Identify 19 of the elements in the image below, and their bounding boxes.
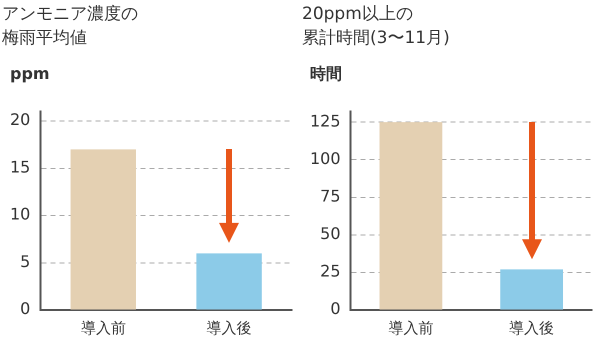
y-axis-title: 時間 [310, 64, 342, 85]
y-tick-label: 0 [20, 299, 30, 318]
x-tick-label: 導入前 [388, 318, 434, 337]
y-tick-label: 20 [10, 110, 30, 130]
y-tick-label: 125 [310, 111, 341, 130]
chart-title: 20ppm以上の累計時間(3〜11月) [302, 4, 450, 48]
y-tick-label: 10 [10, 204, 30, 224]
x-tick-label: 導入後 [206, 318, 252, 337]
y-tick-label: 5 [20, 252, 30, 271]
y-tick-label: 50 [320, 224, 341, 244]
chart-title: アンモニア濃度の梅雨平均値 [2, 4, 138, 48]
y-tick-label: 25 [320, 262, 341, 281]
y-axis-title: ppm [10, 64, 50, 83]
y-tick-label: 0 [330, 299, 341, 318]
y-tick-label: 75 [320, 186, 341, 206]
x-tick-label: 導入後 [509, 318, 554, 337]
x-tick-label: 導入前 [80, 318, 126, 337]
y-tick-label: 100 [310, 148, 341, 168]
y-tick-label: 15 [10, 157, 30, 176]
